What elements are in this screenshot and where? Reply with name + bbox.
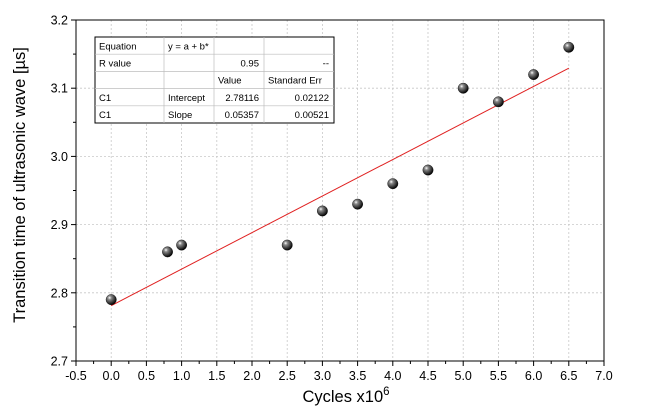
x-tick-label: 3.0: [314, 369, 331, 383]
data-point: [105, 294, 117, 306]
data-point: [352, 198, 363, 210]
stats-table-cell: Value: [218, 76, 242, 87]
stats-table-cell: 0.00521: [295, 110, 329, 121]
data-point: [281, 239, 293, 251]
x-tick-label: 2.0: [243, 369, 260, 383]
data-point: [387, 178, 399, 190]
y-axis-title: Transition time of ultrasonic wave [µs]: [11, 47, 29, 323]
stats-table-cell: C1: [99, 93, 111, 104]
fit-line-group: [110, 67, 570, 307]
x-tick-label: 1.0: [173, 369, 190, 383]
x-tick-label: 4.5: [419, 369, 436, 383]
x-tick-label: 1.5: [208, 369, 225, 383]
x-tick-labels: -0.5 0.0 0.5 1.0 1.5 2.0 2.5 3.0 3.5 4.0 4.5 5.0 5.5…: [65, 369, 613, 383]
axes: [71, 19, 605, 366]
x-tick-label: 7.0: [595, 369, 612, 383]
plot-frame: [75, 19, 605, 362]
x-tick-label: 0.5: [138, 369, 155, 383]
stats-table-cell: Standard Err: [268, 76, 322, 87]
stats-table-cell: 0.95: [241, 59, 260, 70]
x-tick-label: 6.5: [560, 369, 577, 383]
stats-table-cell: 2.78116: [225, 93, 259, 104]
stats-table-cell: C1: [99, 110, 111, 121]
data-point: [316, 205, 328, 217]
x-tick-label: 3.5: [349, 369, 366, 383]
x-tick-label: 4.0: [384, 369, 401, 383]
y-tick-labels: 2.7 2.8 2.9 3.0 3.1 3.2: [51, 14, 68, 369]
data-point: [176, 239, 188, 251]
data-point: [563, 41, 575, 53]
stats-table-cell: Equation: [99, 41, 137, 52]
y-tick-label: 3.2: [51, 14, 68, 28]
y-tick-label: 2.9: [51, 218, 68, 232]
x-axis-title: Cycles x106: [302, 386, 389, 406]
x-tick-label: -0.5: [65, 369, 87, 383]
y-tick-label: 3.1: [51, 82, 68, 96]
data-point: [457, 82, 469, 94]
x-tick-label: 0.0: [103, 369, 120, 383]
data-point: [422, 164, 434, 176]
stats-table-cell: 0.02122: [295, 93, 329, 104]
data-point: [528, 69, 539, 80]
stats-table-cell: --: [323, 59, 329, 70]
stats-table-cell: Intercept: [168, 93, 205, 104]
x-tick-label: 2.5: [279, 369, 296, 383]
y-tick-label: 3.0: [51, 150, 68, 164]
data-point: [492, 96, 504, 108]
stats-table-cell: R value: [99, 59, 131, 70]
data-points: [105, 41, 575, 306]
x-tick-label: 5.0: [455, 369, 472, 383]
y-tick-label: 2.8: [51, 286, 68, 300]
fit-line: [110, 67, 570, 307]
stats-table-cell: y = a + b*: [168, 41, 209, 52]
x-tick-label: 6.0: [525, 369, 542, 383]
stats-table-cell: Slope: [168, 110, 192, 121]
stats-table-border: [94, 36, 335, 124]
data-point: [162, 246, 173, 258]
x-tick-label: 5.5: [490, 369, 507, 383]
stats-table-cell: 0.05357: [225, 110, 259, 121]
y-tick-label: 2.7: [51, 355, 68, 369]
stats-table: Equation y = a + b* R value 0.95 -- Value Stan…: [94, 36, 335, 124]
